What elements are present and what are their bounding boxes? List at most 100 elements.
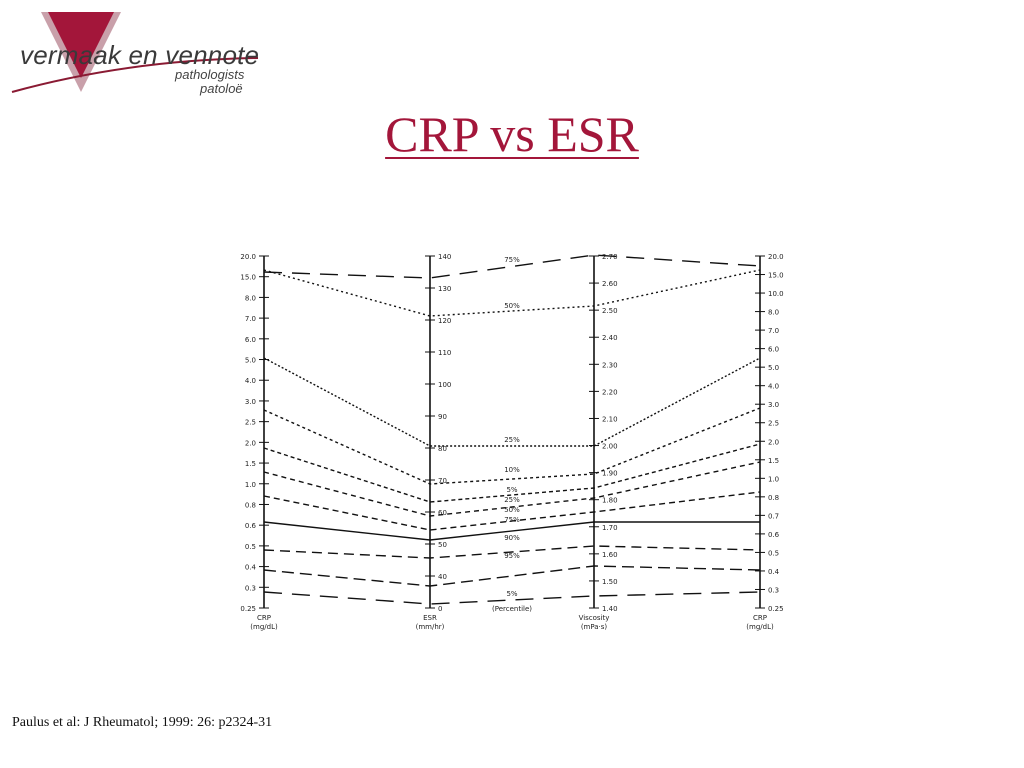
nomogram-tick-label: 0.8 (245, 501, 256, 509)
logo-tagline-english: pathologists (175, 67, 245, 82)
logo-brand-text: vermaak en vennote (20, 40, 260, 70)
nomogram-tick-label: 140 (438, 253, 451, 261)
nomogram-axis-caption: (mPa·s) (581, 623, 608, 631)
nomogram-tick-label: 0.8 (768, 494, 779, 502)
nomogram-tick-label: 7.0 (245, 315, 256, 323)
nomogram-tick-label: 0.5 (768, 549, 779, 557)
nomogram-tick-label: 2.5 (768, 420, 779, 428)
nomogram-axis-caption: ESR (423, 614, 437, 622)
nomogram-tick-label: 80 (438, 445, 447, 453)
nomogram-tick-label: 1.50 (602, 578, 618, 586)
nomogram-percentile-label: 75% (504, 516, 520, 524)
nomogram-tick-label: 15.0 (768, 272, 784, 280)
nomogram-middle-caption: (Percentile) (492, 605, 532, 613)
nomogram-axis-caption: (mg/dL) (250, 623, 278, 631)
nomogram-percentile-line (263, 461, 761, 517)
nomogram-tick-label: 0.4 (245, 564, 257, 572)
nomogram-percentile-label: 5% (506, 486, 517, 494)
nomogram-tick-label: 7.0 (768, 327, 779, 335)
nomogram-tick-label: 4.0 (245, 377, 256, 385)
nomogram-percentile-label: 50% (504, 506, 520, 514)
nomogram-tick-label: 6.0 (245, 336, 256, 344)
nomogram-percentile-line (263, 269, 761, 317)
nomogram-tick-label: 0.5 (245, 543, 256, 551)
nomogram-tick-label: 2.40 (602, 334, 618, 342)
nomogram-percentile-label: 25% (504, 436, 520, 444)
nomogram-tick-label: 1.90 (602, 470, 618, 478)
nomogram-tick-label: 1.60 (602, 551, 618, 559)
nomogram-percentile-label: 5% (506, 590, 517, 598)
nomogram-tick-label: 60 (438, 509, 447, 517)
nomogram-tick-label: 8.0 (768, 309, 779, 317)
nomogram-tick-label: 2.70 (602, 253, 618, 261)
nomogram-tick-label: 6.0 (768, 346, 779, 354)
nomogram-tick-label: 2.60 (602, 280, 618, 288)
citation-text: Paulus et al: J Rheumatol; 1999: 26: p23… (12, 715, 273, 730)
nomogram-axis-caption: Viscosity (579, 614, 610, 622)
nomogram-axis-caption: CRP (257, 614, 271, 622)
nomogram-tick-label: 90 (438, 413, 447, 421)
nomogram-tick-label: 2.30 (602, 361, 618, 369)
nomogram-percentile-label: 75% (504, 256, 520, 264)
nomogram-percentile-label: 25% (504, 496, 520, 504)
nomogram-tick-label: 0.3 (768, 586, 779, 594)
nomogram-tick-label: 0.3 (245, 584, 256, 592)
nomogram-axis-caption: CRP (753, 614, 767, 622)
nomogram-tick-label: 2.00 (602, 443, 618, 451)
nomogram-tick-label: 2.10 (602, 415, 618, 423)
nomogram-tick-label: 8.0 (245, 294, 256, 302)
nomogram-tick-label: 100 (438, 381, 451, 389)
nomogram-tick-label: 20.0 (240, 253, 256, 261)
nomogram-tick-label: 1.70 (602, 524, 618, 532)
nomogram-percentile-line (263, 565, 761, 587)
nomogram-tick-label: 0.7 (768, 512, 779, 520)
nomogram-tick-label: 3.0 (768, 401, 779, 409)
nomogram-tick-label: 20.0 (768, 253, 784, 261)
nomogram-tick-label: 0 (438, 605, 442, 613)
nomogram-tick-label: 1.5 (768, 457, 779, 465)
nomogram-percentile-line (263, 407, 761, 485)
nomogram-tick-label: 2.5 (245, 419, 256, 427)
nomogram-tick-label: 2.0 (245, 439, 256, 447)
nomogram-tick-label: 1.5 (245, 460, 256, 468)
nomogram-percentile-line (263, 491, 761, 531)
nomogram-tick-label: 130 (438, 285, 451, 293)
nomogram-percentile-label: 95% (504, 552, 520, 560)
nomogram-tick-label: 0.25 (240, 605, 256, 613)
crp-esr-nomogram: 20.0 15.0 8.0 7.0 6.0 5.0 4.0 3.0 2.5 2.0 1.5 1.0 0.… (240, 253, 784, 631)
nomogram-percentile-label: 90% (504, 534, 520, 542)
nomogram-tick-label: 1.0 (768, 475, 779, 483)
nomogram-tick-label: 15.0 (240, 274, 256, 282)
nomogram-tick-label: 2.50 (602, 307, 618, 315)
nomogram-tick-label: 2.0 (768, 438, 779, 446)
nomogram-percentile-label: 10% (504, 466, 520, 474)
logo-tagline-afrikaans: patoloë (200, 81, 243, 96)
nomogram-percentile-label: 50% (504, 302, 520, 310)
nomogram-tick-label: 5.0 (768, 364, 779, 372)
nomogram-tick-label: 40 (438, 573, 447, 581)
nomogram-tick-label: 3.0 (245, 398, 256, 406)
nomogram-tick-label: 0.25 (768, 605, 784, 613)
company-logo (8, 10, 268, 100)
logo-triangle-graphic (11, 12, 259, 93)
nomogram-percentile-line (263, 521, 760, 541)
nomogram-tick-label: 50 (438, 541, 447, 549)
nomogram-percentile-line (263, 443, 761, 503)
nomogram-tick-label: 2.20 (602, 388, 618, 396)
nomogram-tick-label: 0.6 (768, 531, 780, 539)
nomogram-tick-label: 4.0 (768, 383, 779, 391)
nomogram-tick-label: 1.0 (245, 481, 256, 489)
nomogram-tick-label: 10.0 (768, 290, 784, 298)
nomogram-tick-label: 1.40 (602, 605, 618, 613)
slide-title: CRP vs ESR (385, 106, 639, 162)
nomogram-tick-label: 1.80 (602, 497, 618, 505)
nomogram-tick-label: 120 (438, 317, 451, 325)
nomogram-percentile-line (263, 357, 761, 447)
nomogram-tick-label: 70 (438, 477, 447, 485)
nomogram-axis-caption: (mg/dL) (746, 623, 774, 631)
nomogram-tick-label: 5.0 (245, 357, 256, 365)
nomogram-tick-label: 0.4 (768, 568, 780, 576)
nomogram-tick-label: 110 (438, 349, 451, 357)
nomogram-axis-caption: (mm/hr) (416, 623, 445, 631)
nomogram-tick-label: 0.6 (245, 522, 257, 530)
